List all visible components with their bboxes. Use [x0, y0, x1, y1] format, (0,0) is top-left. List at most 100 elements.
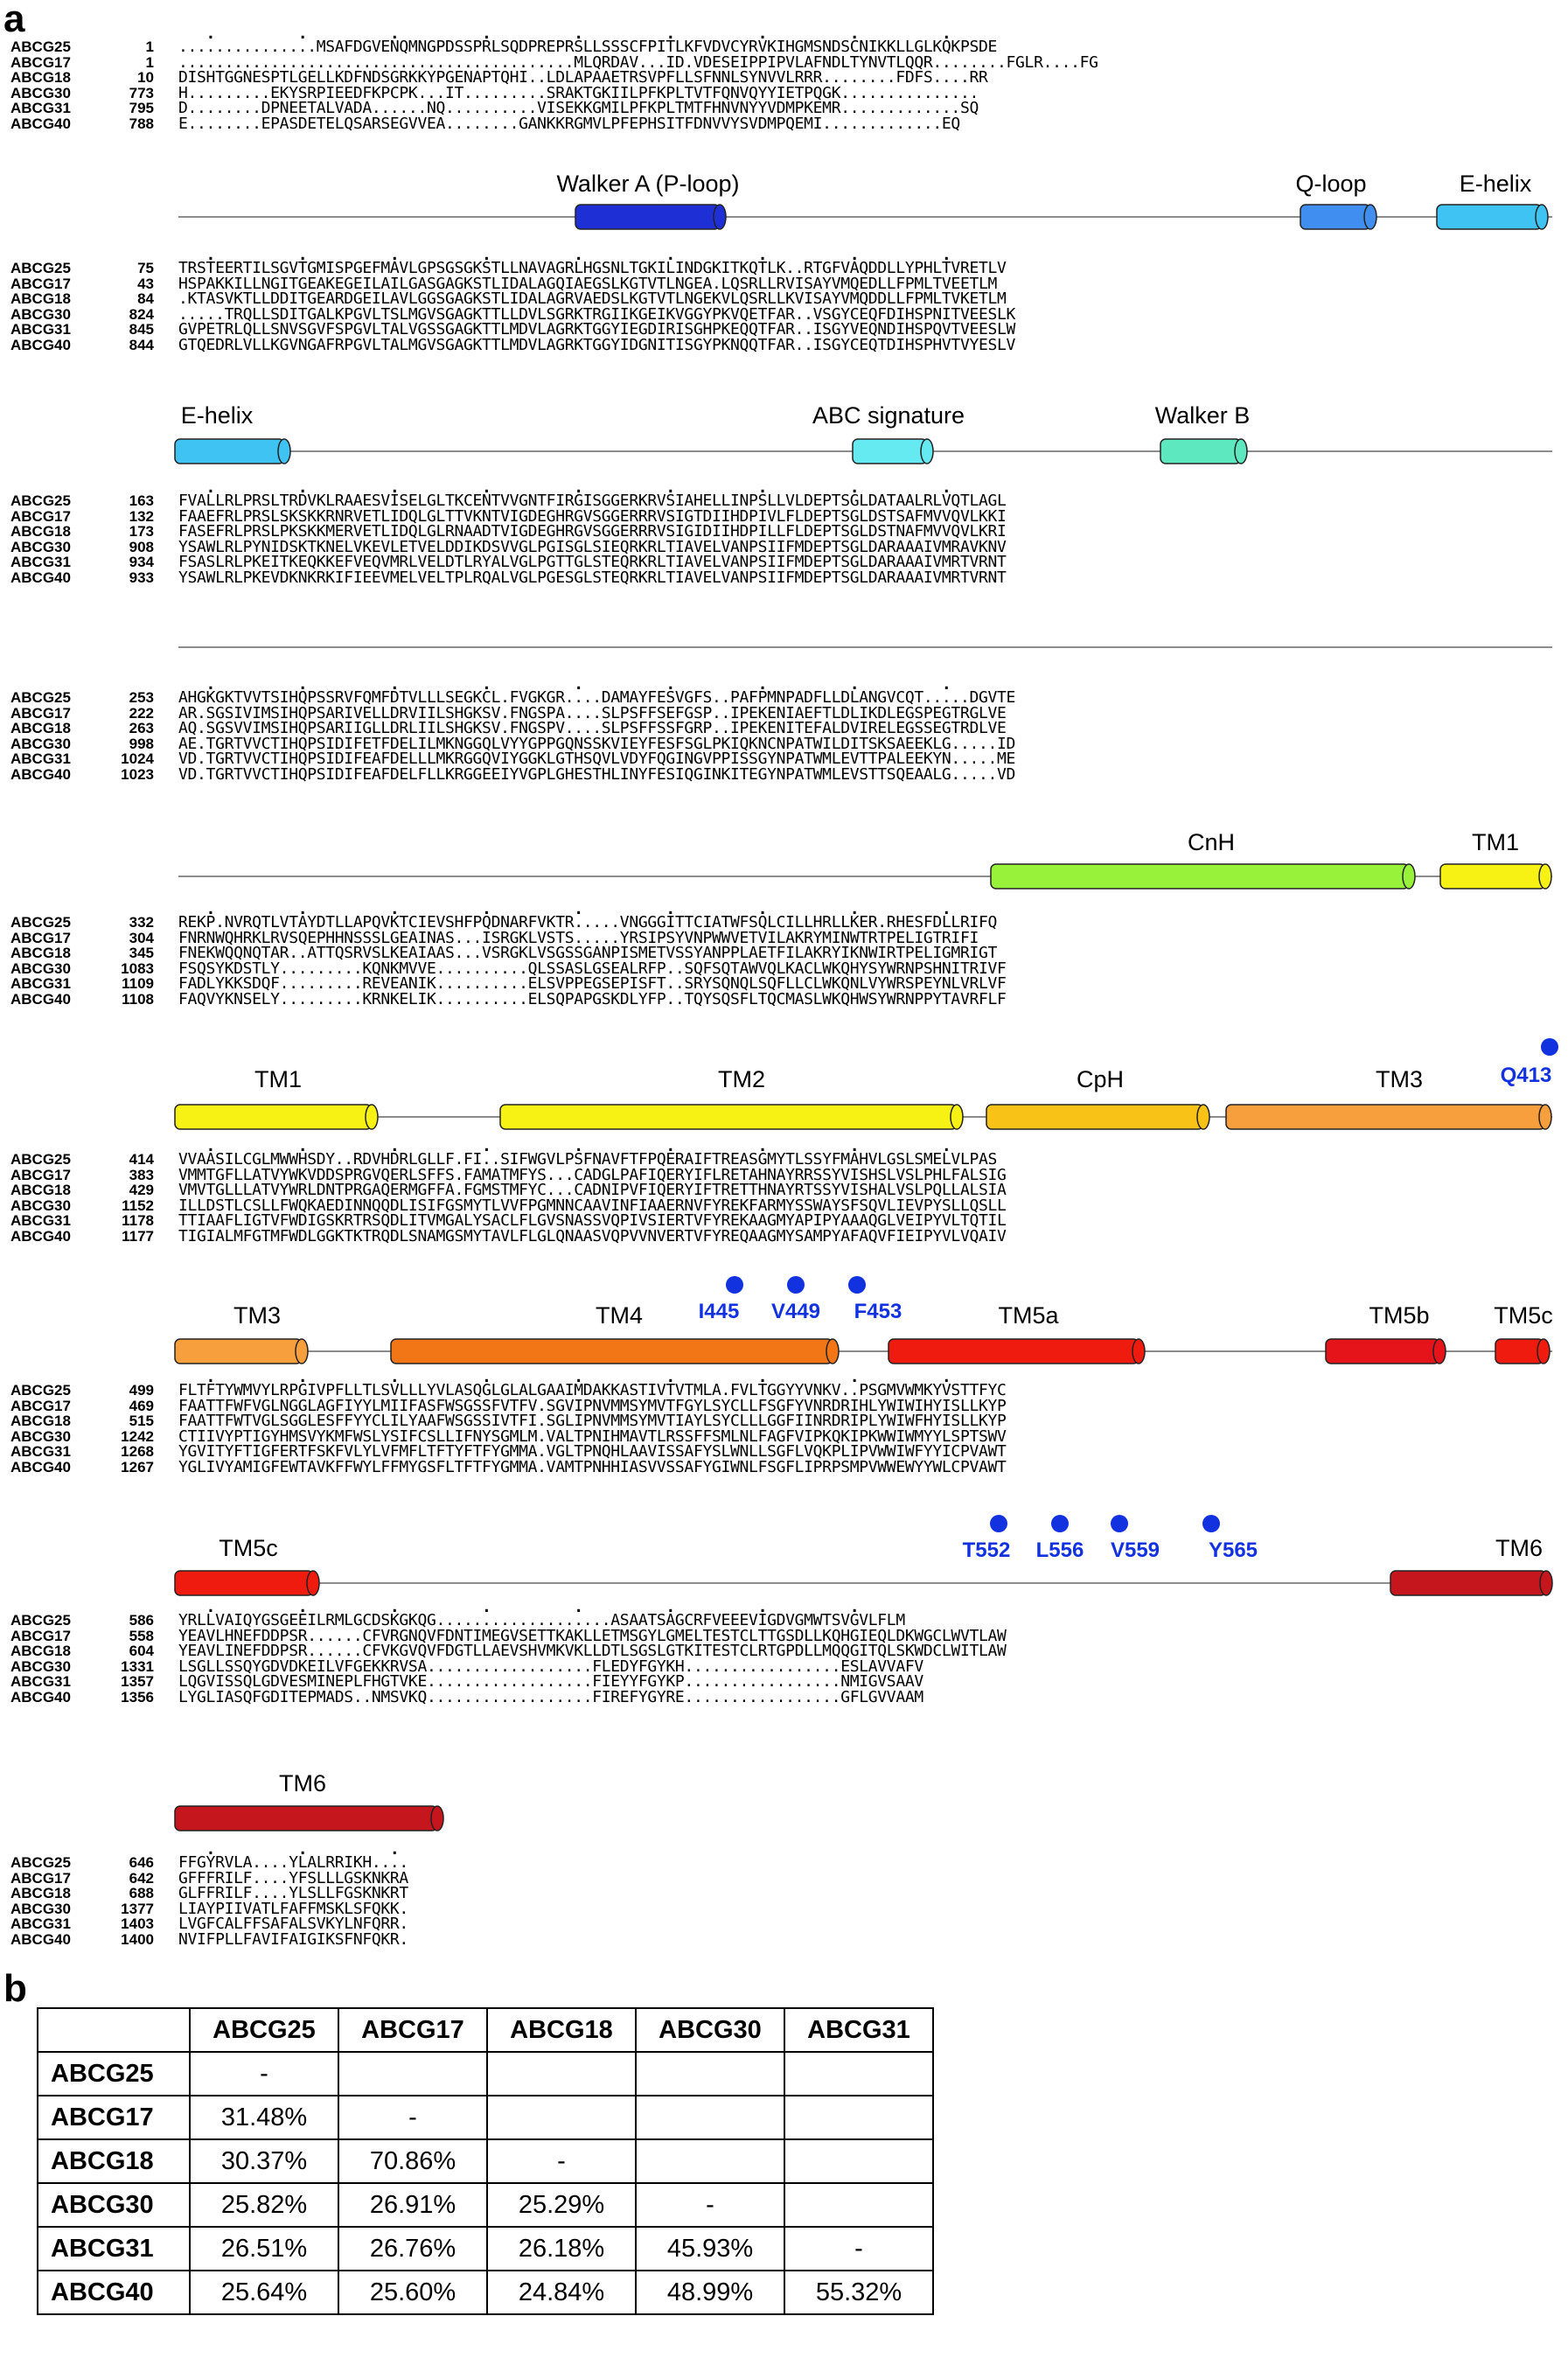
sequence-name: ABCG18 — [10, 720, 71, 736]
tm4-helix-cylinder — [390, 1338, 833, 1364]
cylinder-end-cap — [713, 204, 727, 230]
tm4-feature-label: TM4 — [596, 1302, 643, 1329]
alignment-block: . . . . . . . . . ABCG25 163 FVALLRLPRSLTR… — [0, 480, 1568, 593]
sequence-start: 604 — [129, 1643, 154, 1659]
secondary-structure-overlay: Walker A (P-loop) Q-loop E-helix E-helix ABC… — [174, 171, 1558, 1831]
identity-cell: - — [635, 2182, 785, 2228]
q-loop-helix-cylinder — [1300, 204, 1371, 230]
alignment-block: . . . . . . . . . ABCG25 253 AHGKGKTVVTSIH… — [0, 677, 1568, 790]
identity-row: ABCG40 25.64% 25.60% 24.84% 48.99% 55.32… — [37, 2270, 934, 2315]
identity-row: ABCG18 30.37% 70.86% - — [37, 2138, 934, 2184]
identity-cell: 26.18% — [486, 2226, 637, 2271]
e-helix-helix-cylinder — [174, 438, 285, 464]
identity-row: ABCG30 25.82% 26.91% 25.29% - — [37, 2182, 934, 2228]
sequence-residues: GFFFRILF....YFSLLLGSKNKRA — [178, 1868, 408, 1887]
identity-cell: 26.91% — [338, 2182, 488, 2228]
alignment-block: . . . ABCG25 646 FFGYRVLA....YLALRRIKH....… — [0, 1840, 1568, 1955]
sequence-residues: YSAWLRLPKEVDKNKRKIFIEEVMELVELTPLRQALVGLP… — [178, 568, 1007, 587]
sequence-residues: ...............MSAFDGVENQMNGPDSSPRLSQDPR… — [178, 38, 998, 56]
cylinder-end-cap — [277, 438, 291, 464]
identity-row-header: ABCG25 — [37, 2051, 191, 2096]
sequence-start: 1268 — [121, 1443, 154, 1460]
sequence-start: 75 — [137, 260, 154, 276]
panel-b-label: b — [3, 1967, 27, 2010]
ruler-dots: . . . . . . . . . — [178, 900, 998, 918]
identity-col-header: ABCG30 — [635, 2007, 785, 2053]
residue-marker-label: T552 — [963, 1538, 1011, 1562]
identity-col-header: ABCG25 — [189, 2007, 339, 2053]
cylinder-end-cap — [950, 1104, 964, 1130]
sequence-start: 1357 — [121, 1673, 154, 1690]
residue-marker-dot — [726, 1276, 743, 1294]
sequence-start: 1400 — [121, 1930, 154, 1948]
sequence-name: ABCG40 — [10, 765, 71, 783]
sequence-residues: VMVTGLLLATVYWRLDNTPRGAQERMGFFA.FGMSTMFYC… — [178, 1181, 1007, 1199]
sequence-name: ABCG31 — [10, 1915, 71, 1932]
identity-row-header: ABCG17 — [37, 2095, 191, 2140]
sequence-residues: E........EPASDETELQSARSEGVVEA........GAN… — [178, 114, 960, 133]
sequence-residues: FADLYKKSDQF.........REVEANIK..........EL… — [178, 974, 1007, 993]
sequence-start: 558 — [129, 1627, 154, 1644]
identity-cell — [486, 2095, 637, 2140]
identity-cell — [635, 2138, 785, 2184]
sequence-start: 845 — [129, 321, 154, 338]
sequence-residues: TIGIALMFGTMFWDLGGKTKTRQDLSNAMGSMYTAVLFLG… — [178, 1226, 1007, 1245]
sequence-residues: VVAASILCGLMWWHSDY..RDVHDRLGLLF.FI..SIFWG… — [178, 1150, 998, 1169]
sequence-start: 163 — [129, 492, 154, 509]
cylinder-end-cap — [1537, 1338, 1551, 1364]
identity-cell: 26.76% — [338, 2226, 488, 2271]
e-helix-feature-label: E-helix — [1460, 171, 1532, 197]
sequence-start: 788 — [129, 115, 154, 132]
sequence-residues: NVIFPLLFAVIFAIGIKSFNFQKR. — [178, 1929, 408, 1949]
sequence-residues: FNEKWQQNQTAR..ATTQSRVSLKEAIAAS...VSRGKLV… — [178, 944, 998, 962]
sequence-start: 499 — [129, 1382, 154, 1399]
sequence-residues: AR.SGSIVIMSIHQPSARIVELLDRVIILSHGKSV.FNGS… — [178, 703, 1007, 722]
tm5b-helix-cylinder — [1325, 1338, 1440, 1364]
identity-cell: - — [338, 2095, 488, 2140]
sequence-start: 43 — [137, 275, 154, 292]
sequence-start: 933 — [129, 569, 154, 586]
sequence-name: ABCG31 — [10, 975, 71, 992]
sequence-start: 1023 — [121, 765, 154, 783]
sequence-name: ABCG18 — [10, 523, 71, 540]
sequence-residues: .....TRQLLSDITGALKPGVLTSLMGVSGAGKTTLLDVL… — [178, 304, 1016, 324]
tm2-feature-label: TM2 — [718, 1066, 765, 1092]
alignment-block: . . . . . . . . . ABCG25 1...............… — [0, 24, 1568, 139]
walker-a-feature-label: Walker A (P-loop) — [556, 171, 739, 197]
sequence-residues: LQGVISSQLGDVESMINEPLFHGTVKE.............… — [178, 1672, 923, 1691]
sequence-residues: AQ.SGSVVIMSIHQPSARIIGLLDRLIILSHGKSV.FNGS… — [178, 719, 1007, 737]
sequence-start: 1108 — [122, 990, 154, 1008]
tm5a-feature-label: TM5a — [998, 1302, 1059, 1329]
alignment-block: . . . . . . . . . ABCG25 332 REKP.NVRQTLVT… — [0, 900, 1568, 1015]
abc-signature-helix-cylinder — [852, 438, 928, 464]
sequence-start: 646 — [129, 1854, 154, 1871]
identity-col-header: ABCG17 — [338, 2007, 488, 2053]
sequence-start: 1403 — [121, 1915, 154, 1932]
cylinder-end-cap — [1539, 1570, 1553, 1596]
cylinder-end-cap — [306, 1570, 320, 1596]
sequence-name: ABCG30 — [10, 1657, 71, 1675]
alignment-block: . . . . . . . . . ABCG25 499 FLTFTYWMVYLRP… — [0, 1370, 1568, 1482]
sequence-name: ABCG31 — [10, 321, 71, 338]
sequence-name: ABCG18 — [10, 69, 71, 86]
tm5b-feature-label: TM5b — [1369, 1302, 1429, 1329]
identity-row: ABCG31 26.51% 26.76% 26.18% 45.93% - — [37, 2226, 934, 2271]
identity-cell — [784, 2051, 934, 2096]
tm6-helix-cylinder — [174, 1805, 438, 1831]
cylinder-end-cap — [1538, 863, 1552, 890]
sequence-start: 1331 — [121, 1657, 154, 1675]
tm3-feature-label: TM3 — [1376, 1066, 1423, 1092]
residue-marker-label: F453 — [854, 1300, 902, 1323]
ruler-dots: . . . . . . . . . — [178, 24, 998, 43]
cylinder-end-cap — [365, 1104, 379, 1130]
sequence-residues: LYGLIASQFGDITEPMADS..NMSVKQ.............… — [178, 1687, 923, 1706]
sequence-residues: FASEFRLPRSLPKSKKMERVETLIDQLGLRNAADTVIGDE… — [178, 522, 1007, 541]
walker-b-feature-label: Walker B — [1155, 402, 1251, 429]
tm1-feature-label: TM1 — [1472, 829, 1519, 855]
identity-row-header: ABCG18 — [37, 2138, 191, 2184]
sequence-start: 1083 — [121, 959, 154, 977]
ruler-dots: . . . — [178, 1840, 408, 1859]
tm3-helix-cylinder — [1225, 1104, 1546, 1130]
sequence-start: 1024 — [121, 750, 154, 767]
identity-cell — [784, 2095, 934, 2140]
